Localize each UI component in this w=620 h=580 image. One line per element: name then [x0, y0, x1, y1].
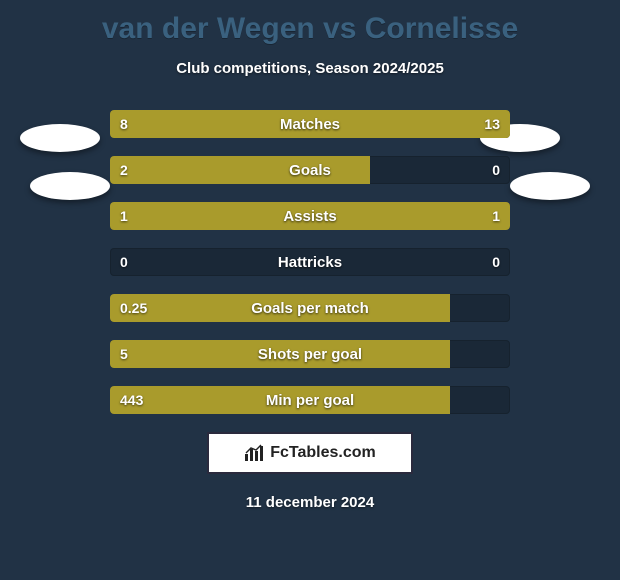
bar-chart-icon	[244, 444, 264, 462]
stat-row: 0.25Goals per match	[110, 294, 510, 322]
stat-label: Assists	[110, 202, 510, 230]
stat-label: Matches	[110, 110, 510, 138]
stat-label: Min per goal	[110, 386, 510, 414]
badge-text: FcTables.com	[270, 444, 376, 462]
chart-stage: 813Matches 20Goals 11Assists 00Hattricks 0.2…	[0, 110, 620, 511]
player-oval	[30, 172, 110, 200]
subtitle: Club competitions, Season 2024/2025	[0, 60, 620, 77]
stat-label: Goals per match	[110, 294, 510, 322]
stat-label: Shots per goal	[110, 340, 510, 368]
stat-row: 11Assists	[110, 202, 510, 230]
stat-row: 00Hattricks	[110, 248, 510, 276]
stat-row: 20Goals	[110, 156, 510, 184]
stat-label: Goals	[110, 156, 510, 184]
stat-rows: 813Matches 20Goals 11Assists 00Hattricks 0.2…	[110, 110, 510, 414]
stat-row: 443Min per goal	[110, 386, 510, 414]
source-badge[interactable]: FcTables.com	[207, 432, 413, 474]
page-title: van der Wegen vs Cornelisse	[0, 0, 620, 46]
player-oval	[20, 124, 100, 152]
comparison-card: van der Wegen vs Cornelisse Club competi…	[0, 0, 620, 580]
footer-date: 11 december 2024	[0, 494, 620, 511]
player-oval	[510, 172, 590, 200]
stat-row: 5Shots per goal	[110, 340, 510, 368]
stat-label: Hattricks	[110, 248, 510, 276]
stat-row: 813Matches	[110, 110, 510, 138]
